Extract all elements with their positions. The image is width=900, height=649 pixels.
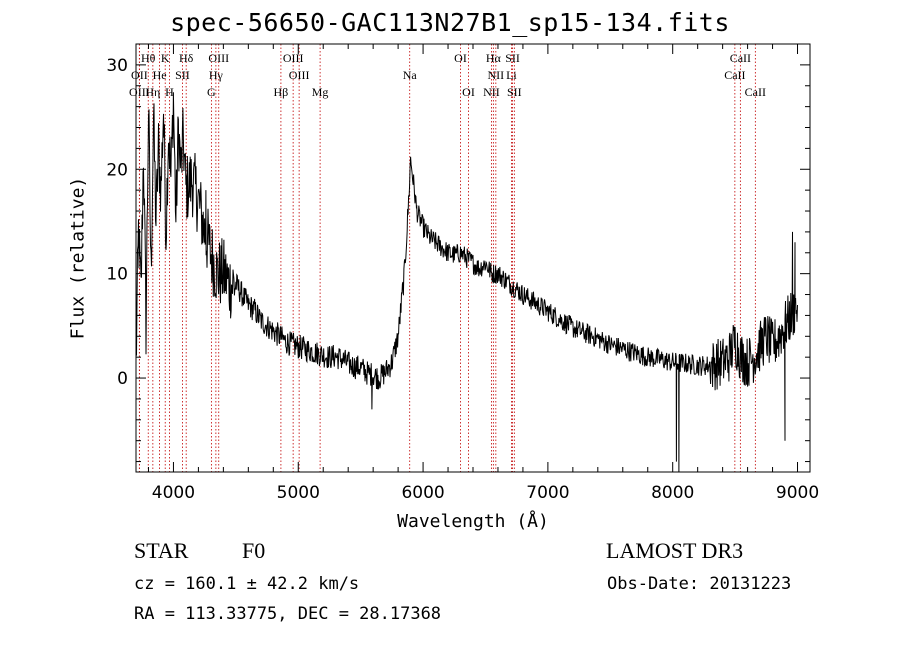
- survey-name: LAMOST DR3: [606, 538, 744, 563]
- observation-date: Obs-Date: 20131223: [607, 574, 792, 594]
- marker-label-24: OI: [462, 85, 475, 99]
- x-tick-label: 9000: [776, 483, 819, 503]
- marker-label-13: OIII: [289, 68, 310, 82]
- marker-label-17: CaII: [724, 68, 745, 82]
- marker-label-0: Hθ: [141, 51, 156, 65]
- marker-label-8: CaII: [730, 51, 751, 65]
- marker-label-15: NII: [488, 68, 505, 82]
- x-tick-label: 7000: [526, 483, 569, 503]
- y-tick-label: 0: [117, 369, 128, 389]
- x-tick-label: 6000: [401, 483, 444, 503]
- spectrum-series-line: [135, 92, 798, 473]
- marker-label-26: SII: [507, 85, 522, 99]
- line-markers: [138, 44, 756, 472]
- x-axis-label: Wavelength (Å): [397, 511, 549, 532]
- chart-title: spec-56650-GAC113N27B1_sp15-134.fits: [170, 8, 730, 37]
- marker-label-5: OI: [454, 51, 467, 65]
- marker-label-6: Hα: [486, 51, 502, 65]
- x-tick-label: 5000: [277, 483, 320, 503]
- x-tick-label: 4000: [152, 483, 195, 503]
- marker-label-7: SII: [505, 51, 520, 65]
- marker-label-25: NII: [483, 85, 500, 99]
- y-tick-label: 30: [106, 56, 128, 76]
- marker-label-2: Hδ: [179, 51, 194, 65]
- marker-label-23: Mg: [312, 85, 329, 99]
- marker-label-27: CaII: [745, 85, 766, 99]
- marker-label-21: G: [207, 85, 216, 99]
- marker-label-10: He: [153, 68, 167, 82]
- y-axis-label: Flux (relative): [67, 176, 89, 340]
- marker-label-4: OIII: [283, 51, 304, 65]
- marker-label-16: Li: [506, 68, 517, 82]
- object-class: STAR: [134, 538, 189, 563]
- redshift-cz: cz = 160.1 ± 42.2 km/s: [134, 574, 360, 594]
- marker-label-1: K: [161, 51, 170, 65]
- marker-label-9: OII: [131, 68, 148, 82]
- marker-label-20: H: [165, 85, 174, 99]
- marker-label-11: SII: [175, 68, 190, 82]
- y-axis: 0 10 20 30: [106, 43, 810, 463]
- ra-dec-coordinates: RA = 113.33775, DEC = 28.17368: [134, 604, 442, 624]
- x-tick-label: 8000: [651, 483, 694, 503]
- object-subclass: F0: [242, 538, 266, 563]
- y-tick-label: 20: [106, 160, 128, 180]
- marker-label-14: Na: [403, 68, 418, 82]
- marker-label-18: OIII: [129, 85, 150, 99]
- marker-label-12: Hγ: [209, 68, 224, 82]
- marker-label-22: Hβ: [274, 85, 289, 99]
- marker-label-3: OIII: [208, 51, 229, 65]
- y-tick-label: 10: [106, 265, 128, 285]
- x-axis: 4000 5000 6000 7000 8000 9000: [147, 44, 819, 503]
- marker-label-19: Hη: [145, 85, 160, 99]
